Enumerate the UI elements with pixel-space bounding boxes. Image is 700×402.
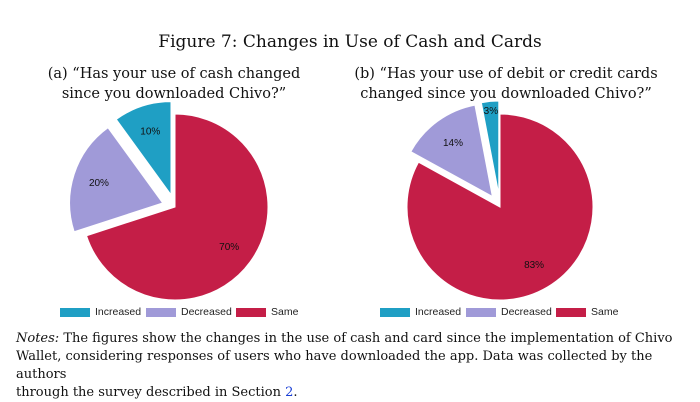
figure-title: Figure 7: Changes in Use of Cash and Car…: [158, 32, 542, 52]
slice-label-decreased: 20%: [89, 178, 109, 189]
legend-cash: Increased Decreased Same: [0, 306, 350, 322]
legend-swatch-decreased: [146, 307, 176, 317]
legend-label-decreased: Decreased: [501, 306, 552, 318]
legend-label-increased: Increased: [95, 306, 142, 318]
panel-a-title-line1: (a) “Has your use of cash changed: [47, 66, 301, 82]
pie-slice-decreased: [69, 127, 164, 233]
notes-text-line3-end: .: [293, 385, 298, 400]
pie-slice-increased: [115, 101, 172, 197]
legend-item-increased: Increased: [380, 306, 461, 318]
legend-item-decreased: Decreased: [466, 306, 552, 318]
pie-chart-cash: 10% 20% 70%: [69, 101, 269, 301]
panel-a-title-line2: since you downloaded Chivo?”: [61, 86, 287, 102]
slice-label-increased: 10%: [140, 126, 160, 137]
legend-label-same: Same: [271, 306, 299, 318]
legend-swatch-decreased: [466, 307, 496, 317]
panel-b-title-line2: changed since you downloaded Chivo?”: [360, 86, 652, 102]
legend-item-same: Same: [556, 306, 618, 318]
slice-label-same: 70%: [219, 242, 239, 253]
notes-text-line3: through the survey described in Section: [16, 385, 286, 400]
notes-line1: Notes: The figures show the changes in t…: [16, 330, 686, 348]
legend-swatch-same: [236, 307, 266, 317]
legend-swatch-increased: [380, 307, 410, 317]
slice-label-increased: 3%: [484, 106, 499, 117]
legend-swatch-same: [556, 307, 586, 317]
legend-label-same: Same: [591, 306, 619, 318]
notes-line2: Wallet, considering responses of users w…: [16, 349, 653, 382]
section-link[interactable]: 2: [285, 385, 294, 400]
notes-label: Notes:: [16, 331, 60, 346]
legend-swatch-increased: [60, 307, 90, 317]
pie-slice-increased: [480, 100, 500, 195]
pie-chart-cards: 3% 14% 83%: [406, 100, 594, 301]
panel-b-title-line1: (b) “Has your use of debit or credit car…: [354, 66, 658, 82]
legend-item-decreased: Decreased: [146, 306, 232, 318]
legend-cards: Increased Decreased Same: [350, 306, 700, 322]
legend-item-increased: Increased: [60, 306, 141, 318]
pie-slice-same: [85, 113, 269, 301]
panel-b-title: (b) “Has your use of debit or credit car…: [336, 64, 676, 104]
legend-item-same: Same: [236, 306, 298, 318]
legend-label-increased: Increased: [415, 306, 462, 318]
panel-a-title: (a) “Has your use of cash changed since …: [4, 64, 344, 104]
figure-notes: Notes: The figures show the changes in t…: [16, 330, 686, 402]
slice-label-decreased: 14%: [443, 138, 463, 149]
legend-label-decreased: Decreased: [181, 306, 232, 318]
notes-text-line1: The figures show the changes in the use …: [63, 331, 673, 346]
notes-line3: through the survey described in Section …: [16, 384, 686, 402]
pie-slice-decreased: [410, 104, 494, 198]
slice-label-same: 83%: [524, 260, 544, 271]
pie-slice-same: [406, 113, 594, 301]
